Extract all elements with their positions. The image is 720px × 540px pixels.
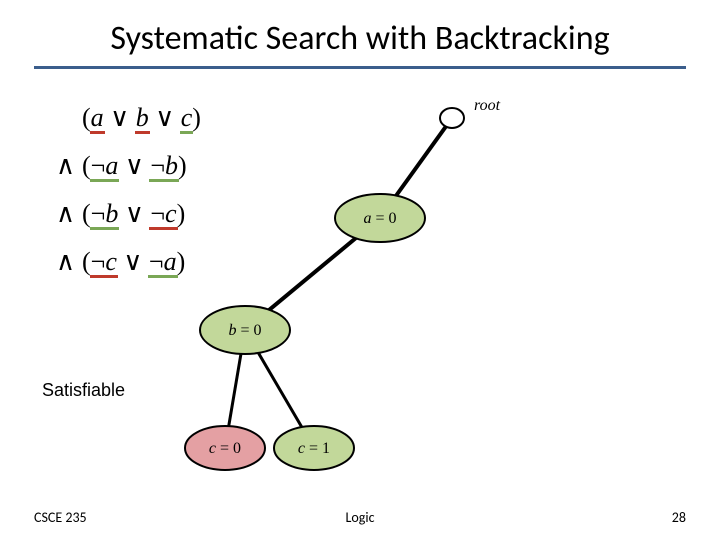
tree-node-label: a = 0 xyxy=(363,210,396,227)
tree-node-label: c = 1 xyxy=(298,440,330,457)
search-tree: a = 0 b = 0 c = 0 c = 1 root xyxy=(0,0,720,540)
slide-number: 28 xyxy=(672,509,686,526)
tree-node xyxy=(440,108,464,128)
footer-topic: Logic xyxy=(0,509,720,526)
root-label: root xyxy=(474,97,501,114)
tree-node-label: b = 0 xyxy=(228,322,261,339)
tree-node-label: c = 0 xyxy=(209,440,241,457)
